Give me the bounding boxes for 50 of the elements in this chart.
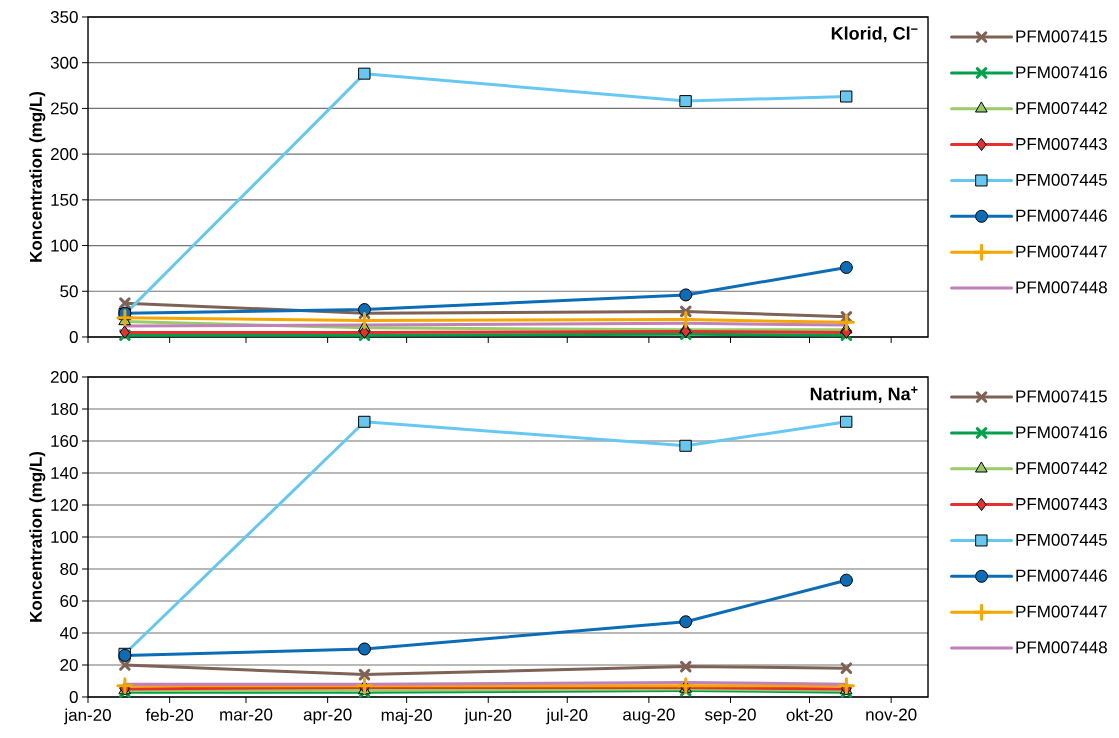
y-tick-label: 0 [69, 330, 78, 344]
legend-label: PFM007416 [1016, 426, 1107, 439]
y-tick-label: 200 [50, 370, 78, 384]
legend-label: PFM007448 [1016, 281, 1107, 294]
y-axis-title: Koncentration (mg/L) [29, 451, 46, 622]
legend-label: PFM007446 [1016, 569, 1107, 582]
legend-label: PFM007415 [1016, 30, 1107, 43]
y-tick-label: 50 [60, 285, 78, 298]
y-tick-label: 160 [51, 434, 78, 448]
y-tick-label: 250 [50, 102, 78, 115]
x-tick-label: okt-20 [786, 708, 833, 721]
y-tick-label: 20 [60, 658, 78, 672]
x-tick-label: mar-20 [220, 708, 273, 721]
x-tick-label: maj-20 [381, 708, 432, 725]
legend-label: PFM007442 [1016, 102, 1107, 115]
y-tick-label: 300 [50, 56, 78, 69]
y-tick-label: 180 [51, 402, 78, 416]
legend-label: PFM007446 [1016, 209, 1107, 222]
legend-label: PFM007415 [1016, 390, 1107, 403]
legend-label: PFM007447 [1016, 245, 1107, 258]
y-tick-label: 140 [51, 466, 78, 480]
y-axis-title: Koncentration (mg/L) [29, 91, 46, 262]
x-tick-label: aug-20 [623, 708, 675, 724]
x-tick-label: jun-20 [464, 708, 512, 725]
x-tick-label: jan-20 [63, 708, 111, 725]
y-tick-label: 350 [50, 10, 78, 24]
x-tick-label: sep-20 [705, 708, 756, 724]
y-tick-label: 100 [51, 239, 78, 252]
chart-title: Natrium, Na$^{+}$ [810, 386, 918, 403]
y-tick-label: 60 [60, 594, 78, 608]
y-tick-label: 100 [51, 530, 78, 544]
y-tick-label: 200 [50, 148, 78, 161]
y-tick-label: 80 [60, 562, 78, 576]
legend-label: PFM007443 [1016, 497, 1107, 510]
y-tick-label: 0 [69, 690, 78, 704]
x-tick-label: jul-20 [546, 708, 588, 725]
legend-label: PFM007445 [1016, 173, 1107, 186]
legend-label: PFM007448 [1016, 641, 1107, 654]
legend-label: PFM007442 [1016, 462, 1107, 475]
legend-label: PFM007416 [1016, 66, 1107, 79]
x-tick-label: feb-20 [145, 708, 194, 721]
y-tick-label: 150 [51, 193, 78, 206]
legend-label: PFM007445 [1016, 533, 1107, 546]
chart-title: Klorid, Cl$^{−}$ [831, 26, 918, 43]
legend-label: PFM007447 [1016, 605, 1107, 618]
y-tick-label: 120 [51, 498, 78, 512]
x-tick-label: apr-20 [303, 708, 352, 724]
legend-label: PFM007443 [1016, 137, 1107, 150]
y-tick-label: 40 [59, 626, 78, 640]
x-tick-label: nov-20 [866, 708, 917, 721]
